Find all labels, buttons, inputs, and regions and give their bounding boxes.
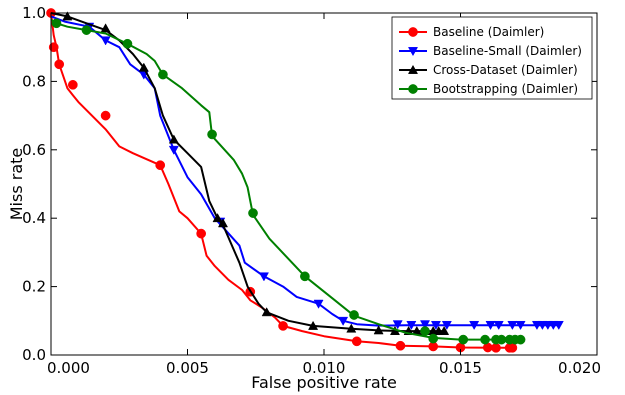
- y-tick-label: 0.8: [22, 72, 46, 90]
- data-point: [168, 145, 179, 155]
- data-point: [138, 62, 149, 72]
- legend-label: Baseline-Small (Daimler): [433, 44, 582, 58]
- x-tick-label: 0.015: [439, 359, 482, 377]
- legend: Baseline (Daimler) Baseline-Small (Daimle…: [391, 16, 593, 100]
- data-point: [349, 310, 359, 320]
- legend-label: Cross-Dataset (Daimler): [433, 63, 578, 77]
- data-point: [485, 320, 496, 331]
- y-tick-label: 0.6: [22, 141, 46, 159]
- data-point: [428, 333, 439, 344]
- data-point: [351, 336, 362, 347]
- y-tick-label: 0.2: [22, 278, 46, 296]
- data-point: [392, 320, 403, 330]
- data-point: [155, 160, 166, 171]
- data-point: [300, 271, 310, 282]
- data-point: [168, 134, 179, 144]
- data-point: [248, 208, 258, 218]
- legend-marker: [407, 64, 419, 74]
- series-4: [50, 18, 526, 345]
- data-point: [207, 129, 217, 140]
- data-point: [67, 79, 78, 90]
- data-point: [493, 320, 504, 331]
- legend-marker: [408, 84, 418, 94]
- data-point: [212, 213, 223, 223]
- data-point: [458, 334, 469, 345]
- data-point: [515, 334, 526, 345]
- data-point: [54, 59, 65, 70]
- legend-label: Bootstrapping (Daimler): [433, 82, 578, 96]
- series-line: [50, 15, 559, 327]
- legend-items: Baseline (Daimler) Baseline-Small (Daimle…: [399, 25, 582, 96]
- data-point: [496, 334, 507, 345]
- y-axis-label: Miss rate: [7, 148, 26, 221]
- data-point: [308, 320, 319, 330]
- data-point: [515, 320, 526, 331]
- y-tick-label: 1.0: [22, 4, 46, 22]
- data-point: [553, 320, 564, 331]
- data-point: [338, 316, 349, 326]
- series-layer: [46, 8, 564, 353]
- data-point: [100, 23, 111, 33]
- legend-item: Baseline (Daimler): [399, 25, 544, 39]
- legend-item: Cross-Dataset (Daimler): [399, 63, 578, 77]
- x-tick-label: 0.000: [47, 359, 90, 377]
- data-point: [258, 272, 269, 282]
- y-tick-label: 0.0: [22, 346, 46, 364]
- data-point: [491, 342, 501, 353]
- legend-item: Bootstrapping (Daimler): [399, 82, 578, 96]
- data-point: [441, 320, 452, 331]
- data-point: [406, 320, 417, 331]
- data-point: [196, 228, 206, 239]
- series-2: [50, 15, 564, 331]
- data-point: [507, 342, 518, 353]
- x-tick-label: 0.010: [303, 359, 346, 377]
- data-point: [100, 110, 111, 121]
- x-axis-label: False positive rate: [251, 373, 397, 392]
- series-line: [50, 18, 521, 341]
- data-point: [395, 340, 406, 351]
- ticks-layer: 0.000 0.005 0.010 0.015 0.020 0.0 0.2 0.4 0.6 0.8…: [22, 4, 601, 377]
- data-point: [373, 325, 384, 335]
- data-point: [122, 38, 133, 49]
- data-point: [420, 326, 430, 336]
- data-point: [313, 299, 324, 309]
- y-tick-label: 0.4: [22, 209, 46, 227]
- data-point: [261, 307, 272, 317]
- data-point: [480, 334, 490, 345]
- data-point: [419, 320, 431, 330]
- legend-box: [391, 16, 593, 100]
- data-point: [469, 320, 480, 331]
- data-point: [507, 320, 518, 331]
- data-point: [62, 11, 73, 21]
- legend-item: Baseline-Small (Daimler): [399, 44, 582, 58]
- data-point: [278, 321, 288, 331]
- data-point: [51, 18, 62, 29]
- data-point: [158, 69, 168, 80]
- legend-marker: [408, 27, 418, 37]
- x-tick-label: 0.005: [166, 359, 209, 377]
- legend-label: Baseline (Daimler): [433, 25, 544, 39]
- x-tick-label: 0.020: [558, 359, 601, 377]
- series-1: [46, 8, 518, 353]
- data-point: [430, 320, 441, 331]
- data-point: [346, 323, 357, 333]
- data-point: [439, 325, 450, 335]
- data-point: [217, 218, 229, 228]
- legend-marker: [407, 47, 419, 57]
- series-line: [50, 12, 516, 349]
- data-point: [81, 25, 92, 35]
- data-point: [100, 36, 111, 46]
